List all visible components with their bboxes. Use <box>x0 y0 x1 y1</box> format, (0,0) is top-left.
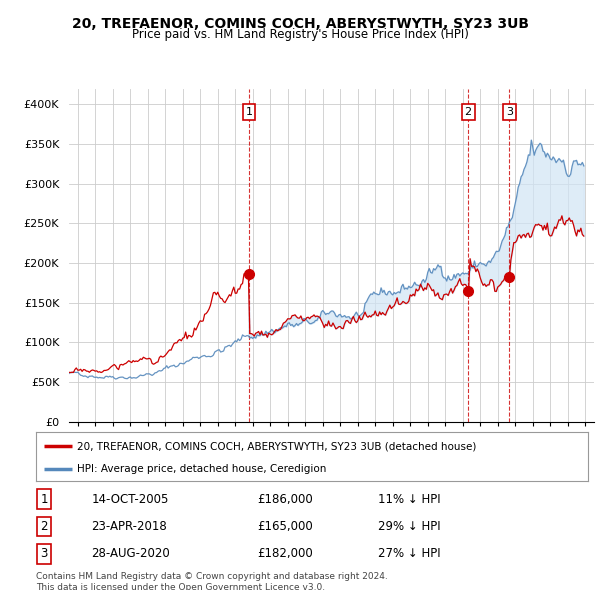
Text: 3: 3 <box>41 548 48 560</box>
Text: £186,000: £186,000 <box>257 493 313 506</box>
Text: 1: 1 <box>41 493 48 506</box>
Text: 23-APR-2018: 23-APR-2018 <box>91 520 167 533</box>
Text: HPI: Average price, detached house, Ceredigion: HPI: Average price, detached house, Cere… <box>77 464 327 474</box>
Text: 27% ↓ HPI: 27% ↓ HPI <box>378 548 441 560</box>
Text: 29% ↓ HPI: 29% ↓ HPI <box>378 520 441 533</box>
Text: Price paid vs. HM Land Registry's House Price Index (HPI): Price paid vs. HM Land Registry's House … <box>131 28 469 41</box>
Text: £182,000: £182,000 <box>257 548 313 560</box>
Text: 3: 3 <box>506 107 513 117</box>
Text: 11% ↓ HPI: 11% ↓ HPI <box>378 493 441 506</box>
Text: 20, TREFAENOR, COMINS COCH, ABERYSTWYTH, SY23 3UB (detached house): 20, TREFAENOR, COMINS COCH, ABERYSTWYTH,… <box>77 441 477 451</box>
Text: 1: 1 <box>245 107 253 117</box>
Text: Contains HM Land Registry data © Crown copyright and database right 2024.
This d: Contains HM Land Registry data © Crown c… <box>36 572 388 590</box>
Text: 2: 2 <box>464 107 472 117</box>
Text: £165,000: £165,000 <box>257 520 313 533</box>
Text: 14-OCT-2005: 14-OCT-2005 <box>91 493 169 506</box>
Text: 20, TREFAENOR, COMINS COCH, ABERYSTWYTH, SY23 3UB: 20, TREFAENOR, COMINS COCH, ABERYSTWYTH,… <box>71 17 529 31</box>
Text: 2: 2 <box>41 520 48 533</box>
Text: 28-AUG-2020: 28-AUG-2020 <box>91 548 170 560</box>
